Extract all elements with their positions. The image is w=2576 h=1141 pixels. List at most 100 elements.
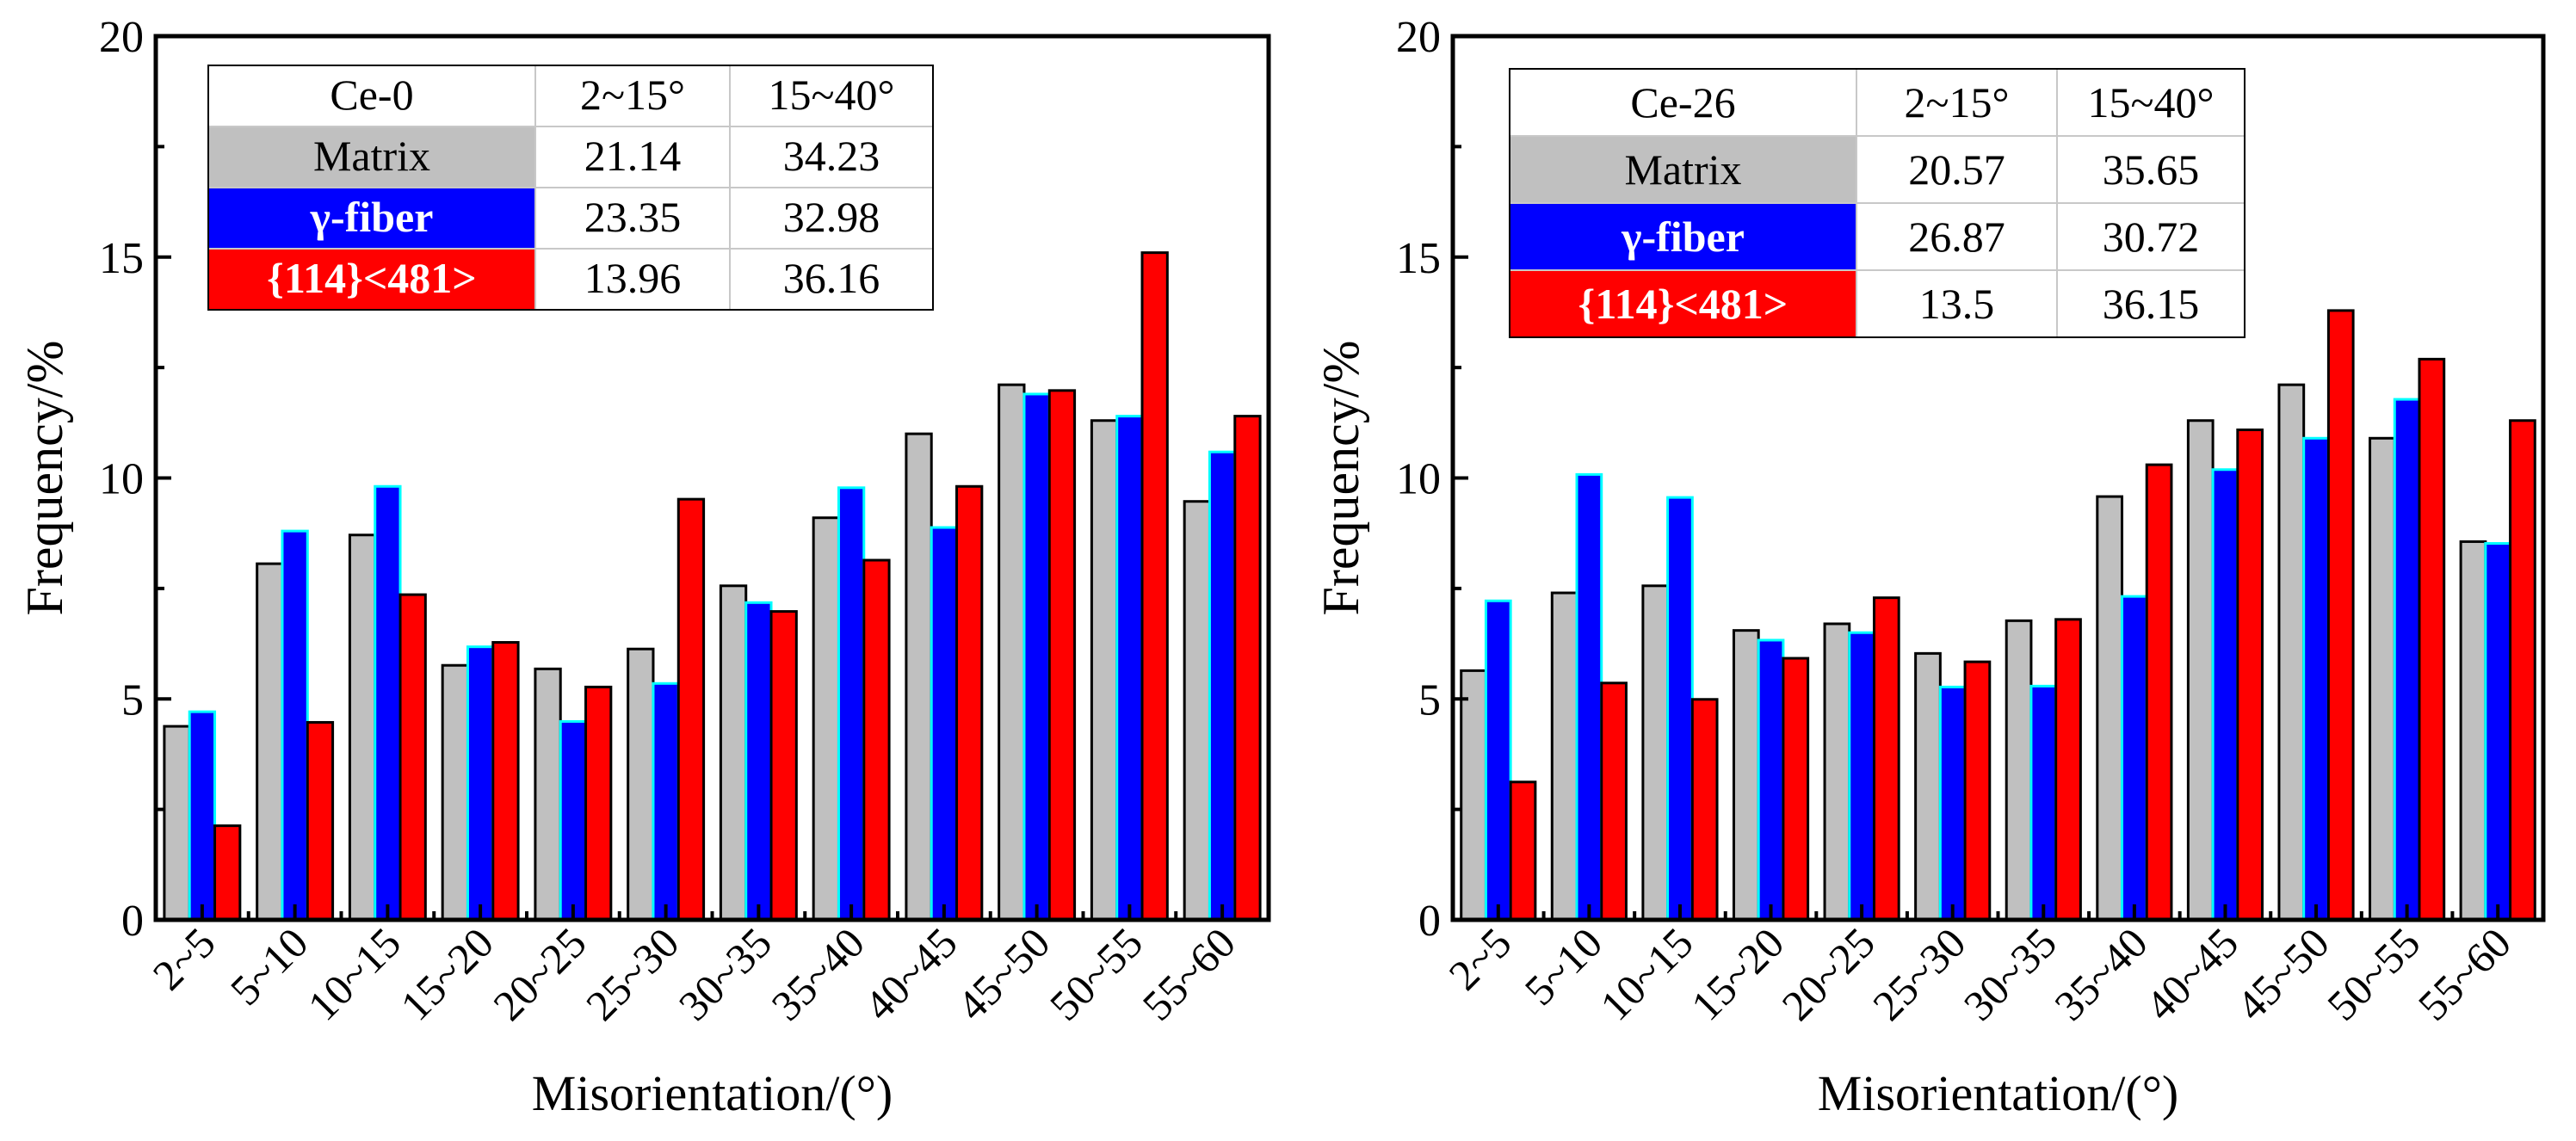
bar-114-481-5-10 [306,720,335,922]
bar-matrix-20-25 [1823,622,1851,922]
x-tick-label: 2~5 [1439,918,1520,999]
x-tick-label: 50~55 [1041,918,1152,1029]
bar-114-481-55-60 [2509,419,2536,922]
bar-matrix-30-35 [2005,619,2033,922]
x-tick-label: 20~25 [1772,918,1883,1029]
bar-114-481-40-45 [2236,429,2264,922]
bar-fiber-35-40 [2121,595,2148,922]
table-cell [729,248,934,311]
bar-fiber-45-50 [1022,392,1051,922]
table-row-label: γ-fiber [1621,213,1745,261]
bar-114-481-15-20 [1782,657,1810,922]
x-tick-label: 30~35 [670,918,781,1029]
bar-matrix-45-50 [2277,383,2306,922]
x-tick-label: 15~20 [1682,918,1793,1029]
bar-matrix-2-5 [163,725,191,922]
bar-matrix-5-10 [256,562,284,922]
y-tick-label: 20 [99,13,144,62]
table-border [1509,68,2246,338]
inset-table: Ce-26 2~15° 15~40° Matrix 20.57 35.65 γ-fiber 2… [1509,68,2246,338]
x-tick-label: 55~60 [2409,918,2520,1029]
bar-fiber-10-15 [374,484,402,922]
y-tick-label: 10 [99,455,144,504]
x-tick-label: 15~20 [391,918,502,1029]
y-tick-label: 15 [99,234,144,283]
bar-matrix-25-30 [1914,651,1942,922]
bar-matrix-30-35 [719,584,748,922]
bar-fiber-5-10 [281,529,309,922]
bar-114-481-15-20 [491,641,520,922]
bar-114-481-20-25 [584,685,613,922]
bar-fiber-2-5 [1484,599,1512,922]
table-cell [534,248,731,311]
x-tick-label: 20~25 [484,918,595,1029]
table-cell [1856,135,2058,204]
bar-matrix-35-40 [2096,495,2124,922]
table-cell [2056,135,2246,204]
y-tick-label: 0 [1418,897,1441,946]
table-row-label: γ-fiber [310,193,434,241]
table-value: 23.35 [584,193,682,241]
bar-matrix-55-60 [2459,540,2487,922]
bar-114-481-45-50 [2326,309,2355,922]
bar-fiber-15-20 [1757,638,1785,922]
x-tick-label: 40~45 [2136,918,2247,1029]
y-tick-label: 0 [121,897,144,946]
bar-fiber-40-45 [2211,468,2239,922]
table-value: 35.65 [2103,145,2200,194]
table-cell [207,248,536,311]
chart-panel-1: 051015202~55~1010~1515~2020~2525~3030~35… [16,13,1271,1121]
bar-fiber-55-60 [2484,541,2512,922]
table-value: 13.96 [584,254,682,302]
bar-fiber-5-10 [1575,472,1603,922]
table-value: 20.57 [1908,145,2005,194]
bar-fiber-2-5 [188,710,217,922]
y-tick-label: 5 [1418,675,1441,725]
inset-table: Ce-0 2~15° 15~40° Matrix 21.14 34.23 γ-fiber 23… [207,65,934,311]
x-tick-label: 25~30 [577,918,688,1029]
table-cell [729,126,934,188]
bar-matrix-5-10 [1550,591,1578,922]
bar-114-481-10-15 [398,593,427,922]
table-value: 26.87 [1908,213,2005,261]
bar-114-481-35-40 [862,558,891,922]
bar-fiber-20-25 [1848,631,1875,922]
bar-114-481-40-45 [955,484,984,922]
table-cell [729,187,934,250]
bar-fiber-35-40 [837,486,866,922]
y-tick-label: 5 [121,675,144,725]
bar-114-481-35-40 [2145,463,2173,922]
bar-114-481-50-55 [1140,251,1169,922]
bar-fiber-30-35 [744,601,773,922]
bar-matrix-10-15 [1641,584,1670,922]
bar-114-481-30-35 [769,610,798,922]
x-tick-label: 25~30 [1863,918,1974,1029]
bar-fiber-25-30 [652,682,680,922]
table-cell [2056,68,2246,137]
table-cell [2056,269,2246,338]
table-row-label: {114}<481> [1578,280,1788,328]
table-cell [207,187,536,250]
x-tick-label: 35~40 [762,918,873,1029]
table-value: 36.15 [2103,280,2200,328]
y-tick-label: 10 [1396,455,1441,504]
table-cell [1509,68,1857,137]
table-cell [534,65,731,127]
table-row-label: Matrix [313,132,430,180]
x-tick-label: 45~50 [948,918,1059,1029]
bar-matrix-50-55 [2369,436,2396,922]
bar-114-481-30-35 [2054,618,2082,922]
bar-114-481-25-30 [676,497,706,922]
bar-matrix-35-40 [812,516,840,922]
bar-fiber-10-15 [1666,496,1694,922]
y-tick-label: 20 [1396,13,1441,62]
bar-114-481-25-30 [1963,660,1992,922]
x-tick-label: 40~45 [855,918,966,1029]
table-value: 21.14 [584,132,682,180]
bar-fiber-40-45 [930,526,959,922]
table-cell [207,65,536,127]
x-tick-label: 55~60 [1133,918,1244,1029]
table-header-cell: 2~15° [580,71,685,119]
x-axis-title: Misorientation/(°) [1818,1065,2178,1121]
bar-114-481-45-50 [1047,389,1077,922]
